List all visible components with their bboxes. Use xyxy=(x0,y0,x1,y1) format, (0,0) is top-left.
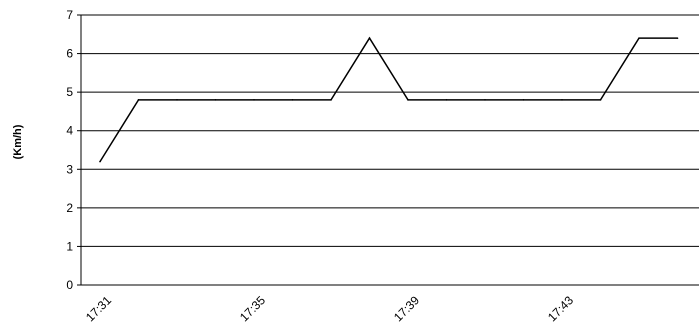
data-point xyxy=(330,99,332,101)
y-tick-label: 0 xyxy=(66,278,73,292)
y-axis-ticks: 0 1 2 3 4 5 6 7 xyxy=(66,8,81,292)
y-tick-label: 7 xyxy=(66,8,73,22)
x-axis-ticks: 17:31 17:35 17:39 17:43 xyxy=(83,293,576,324)
y-tick-label: 6 xyxy=(66,47,73,61)
data-point xyxy=(137,99,140,101)
data-point xyxy=(368,37,371,39)
gridlines xyxy=(81,14,699,247)
data-point xyxy=(484,99,486,101)
data-point xyxy=(561,99,563,101)
y-tick-label: 1 xyxy=(66,239,73,253)
data-point xyxy=(638,37,640,39)
series-line xyxy=(99,36,678,162)
axes xyxy=(80,15,699,286)
data-point xyxy=(445,99,448,101)
data-point xyxy=(253,99,255,101)
y-tick-label: 5 xyxy=(66,85,73,99)
y-tick-label: 3 xyxy=(66,162,73,176)
data-point xyxy=(599,99,602,101)
y-tick-label: 2 xyxy=(66,201,73,215)
y-tick-label: 4 xyxy=(66,124,73,138)
series-group xyxy=(99,36,679,163)
data-point xyxy=(214,99,217,101)
x-tick-label: 17:39 xyxy=(391,293,422,324)
data-point xyxy=(176,99,178,101)
x-tick-label: 17:31 xyxy=(83,293,114,324)
data-point xyxy=(522,99,525,101)
data-point xyxy=(291,99,294,101)
x-tick-label: 17:43 xyxy=(545,293,576,324)
data-point xyxy=(407,99,409,101)
data-point xyxy=(99,160,101,163)
x-tick-label: 17:35 xyxy=(237,293,268,324)
y-axis-label: (Km/h) xyxy=(12,124,24,159)
data-point xyxy=(676,37,679,39)
